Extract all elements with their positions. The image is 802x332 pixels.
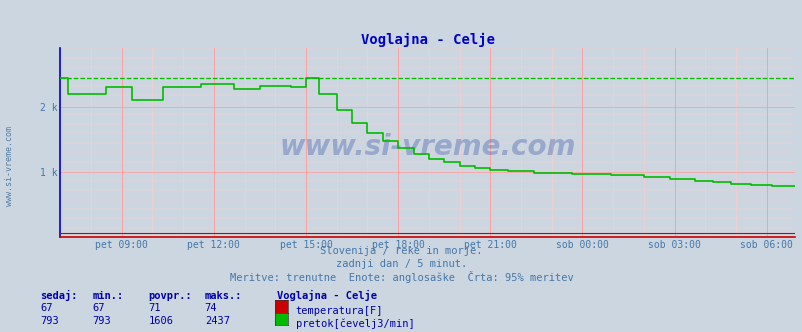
Text: povpr.:: povpr.: [148, 291, 192, 301]
Text: Meritve: trenutne  Enote: anglosaške  Črta: 95% meritev: Meritve: trenutne Enote: anglosaške Črta… [229, 271, 573, 283]
Text: Slovenija / reke in morje.: Slovenija / reke in morje. [320, 246, 482, 256]
Text: pretok[čevelj3/min]: pretok[čevelj3/min] [295, 318, 414, 329]
Text: maks.:: maks.: [205, 291, 242, 301]
Text: 793: 793 [92, 316, 111, 326]
Text: 67: 67 [40, 303, 53, 313]
Text: sedaj:: sedaj: [40, 290, 78, 301]
Text: www.si-vreme.com: www.si-vreme.com [5, 126, 14, 206]
Text: zadnji dan / 5 minut.: zadnji dan / 5 minut. [335, 259, 467, 269]
Text: 793: 793 [40, 316, 59, 326]
Text: 67: 67 [92, 303, 105, 313]
Text: 1606: 1606 [148, 316, 173, 326]
Text: temperatura[F]: temperatura[F] [295, 306, 383, 316]
Text: 71: 71 [148, 303, 161, 313]
Text: min.:: min.: [92, 291, 124, 301]
Title: Voglajna - Celje: Voglajna - Celje [360, 33, 494, 47]
Text: 2437: 2437 [205, 316, 229, 326]
Text: Voglajna - Celje: Voglajna - Celje [277, 290, 377, 301]
Text: 74: 74 [205, 303, 217, 313]
Text: www.si-vreme.com: www.si-vreme.com [279, 132, 575, 161]
